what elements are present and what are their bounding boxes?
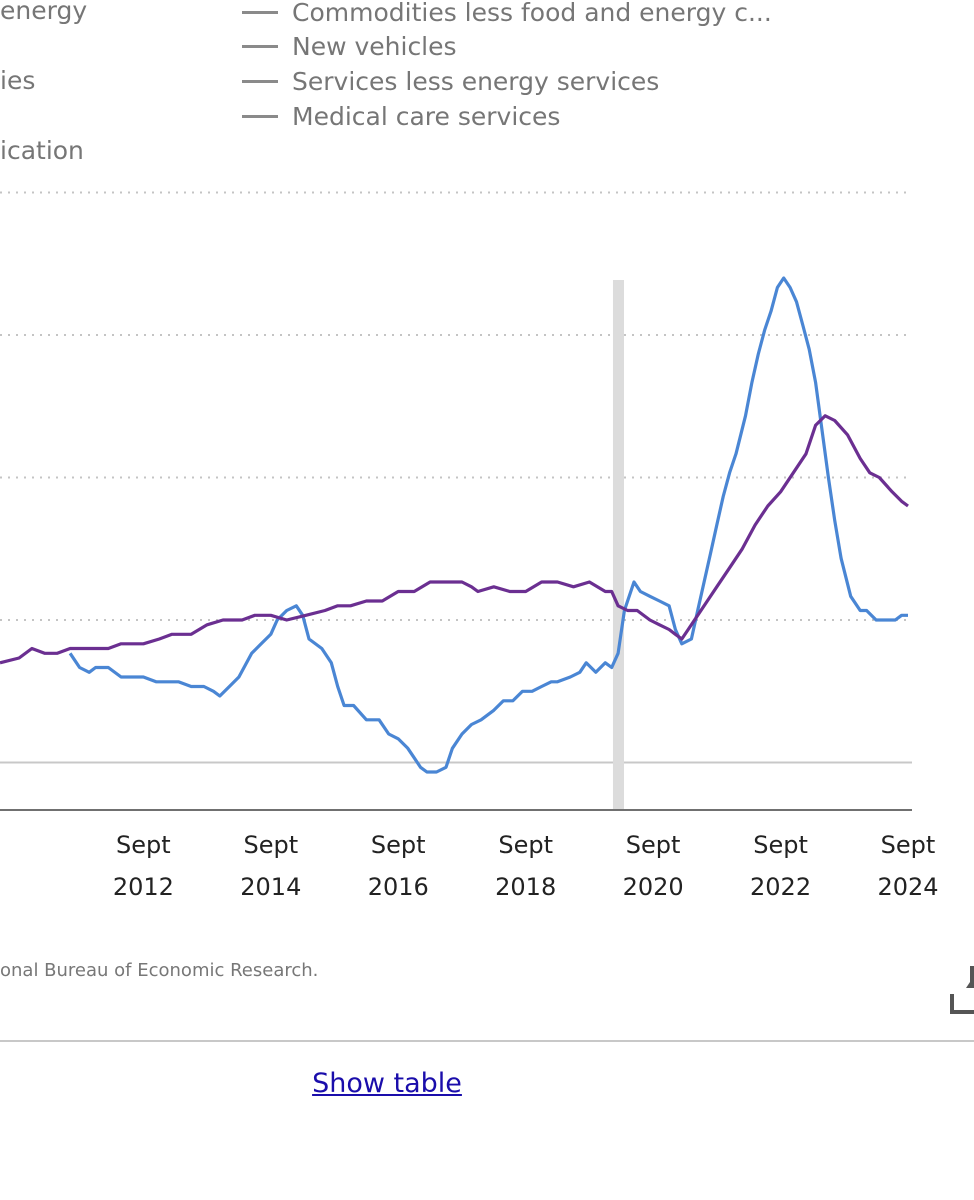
x-tick-label-year: 2024 bbox=[877, 873, 938, 901]
legend-fragment-energy: energy bbox=[0, 0, 88, 25]
x-tick-label-month: Sept bbox=[243, 831, 298, 859]
series-line-blue bbox=[68, 276, 908, 774]
line-chart: Sept 2012 Sept 2014 Sept 2016 Sept 2018 Sept 2020… bbox=[0, 191, 939, 901]
source-note: onal Bureau of Economic Research. bbox=[0, 960, 319, 981]
x-tick-label-year: 2022 bbox=[750, 873, 811, 901]
legend-swatch bbox=[242, 44, 278, 48]
x-tick-label-month: Sept bbox=[881, 831, 936, 859]
legend-swatch bbox=[242, 10, 278, 14]
legend-label-services: Services less energy services bbox=[292, 66, 660, 96]
legend-fragment-ication: ication bbox=[0, 136, 84, 165]
x-tick-label-year: 2020 bbox=[623, 873, 684, 901]
x-tick-label-year: 2016 bbox=[368, 873, 429, 901]
x-tick-label-month: Sept bbox=[753, 831, 808, 859]
legend-item-commodities[interactable]: Commodities less food and energy c... bbox=[242, 0, 772, 30]
show-table-link[interactable]: Show table bbox=[312, 1068, 462, 1099]
legend-item-new-vehicles[interactable]: New vehicles bbox=[242, 28, 457, 64]
x-tick-label-month: Sept bbox=[371, 831, 426, 859]
legend-item-medical-care[interactable]: Medical care services bbox=[242, 98, 560, 134]
x-tick-label-year: 2018 bbox=[495, 873, 556, 901]
x-tick-label-month: Sept bbox=[116, 831, 171, 859]
x-tick-label-year: 2012 bbox=[113, 873, 174, 901]
x-tick-label-year: 2014 bbox=[240, 873, 301, 901]
legend-swatch bbox=[242, 114, 278, 118]
recession-band bbox=[612, 280, 624, 810]
legend-swatch bbox=[242, 79, 278, 83]
divider bbox=[0, 1040, 974, 1042]
x-tick-label-month: Sept bbox=[498, 831, 553, 859]
series-line-purple bbox=[0, 414, 909, 665]
legend-item-services[interactable]: Services less energy services bbox=[242, 63, 659, 99]
download-icon[interactable] bbox=[948, 958, 974, 1018]
legend-label-medical-care: Medical care services bbox=[292, 101, 561, 131]
x-tick-label-month: Sept bbox=[626, 831, 681, 859]
legend-label-new-vehicles: New vehicles bbox=[292, 31, 457, 61]
legend-fragment-ies: ies bbox=[0, 66, 36, 95]
legend-label-commodities: Commodities less food and energy c... bbox=[292, 0, 772, 27]
